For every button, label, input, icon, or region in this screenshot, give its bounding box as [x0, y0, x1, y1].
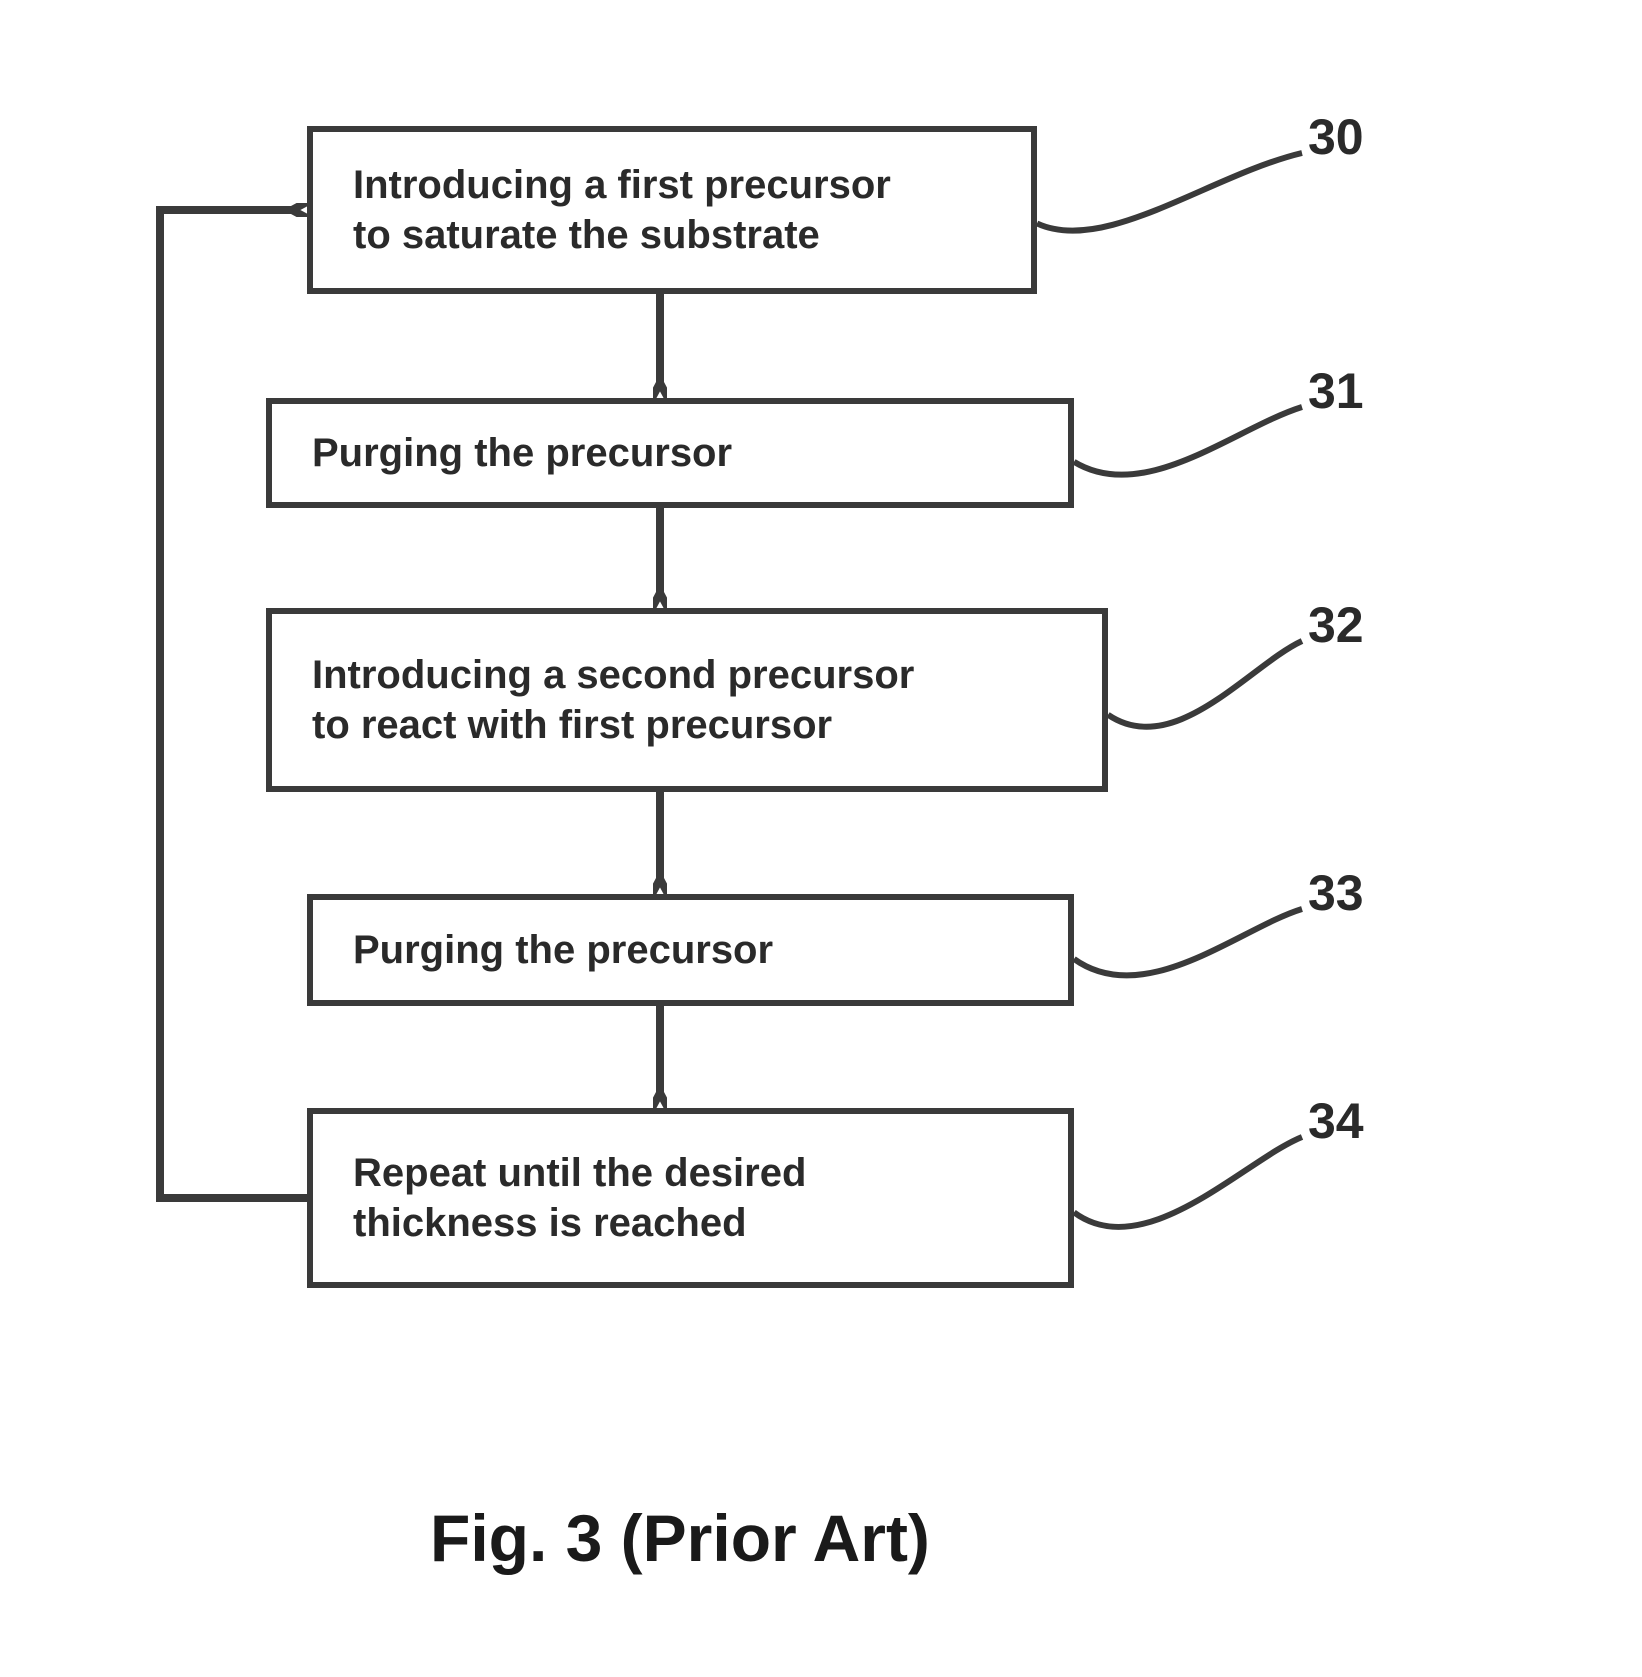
flow-step: Introducing a second precursor to react …	[266, 608, 1108, 792]
flow-step: Repeat until the desired thickness is re…	[307, 1108, 1074, 1288]
flowchart-canvas: Fig. 3 (Prior Art) Introducing a first p…	[0, 0, 1642, 1677]
reference-label: 30	[1308, 108, 1364, 166]
flow-step-text: Introducing a second precursor to react …	[312, 650, 914, 750]
reference-label: 31	[1308, 362, 1364, 420]
reference-label: 33	[1308, 864, 1364, 922]
flow-step-text: Introducing a first precursor to saturat…	[353, 160, 891, 260]
flow-step-text: Purging the precursor	[353, 925, 773, 975]
reference-label: 34	[1308, 1092, 1364, 1150]
flow-step: Purging the precursor	[307, 894, 1074, 1006]
flow-step: Purging the precursor	[266, 398, 1074, 508]
flow-step-text: Repeat until the desired thickness is re…	[353, 1148, 806, 1248]
flow-step-text: Purging the precursor	[312, 428, 732, 478]
figure-caption: Fig. 3 (Prior Art)	[430, 1500, 930, 1576]
reference-label: 32	[1308, 596, 1364, 654]
flow-step: Introducing a first precursor to saturat…	[307, 126, 1037, 294]
